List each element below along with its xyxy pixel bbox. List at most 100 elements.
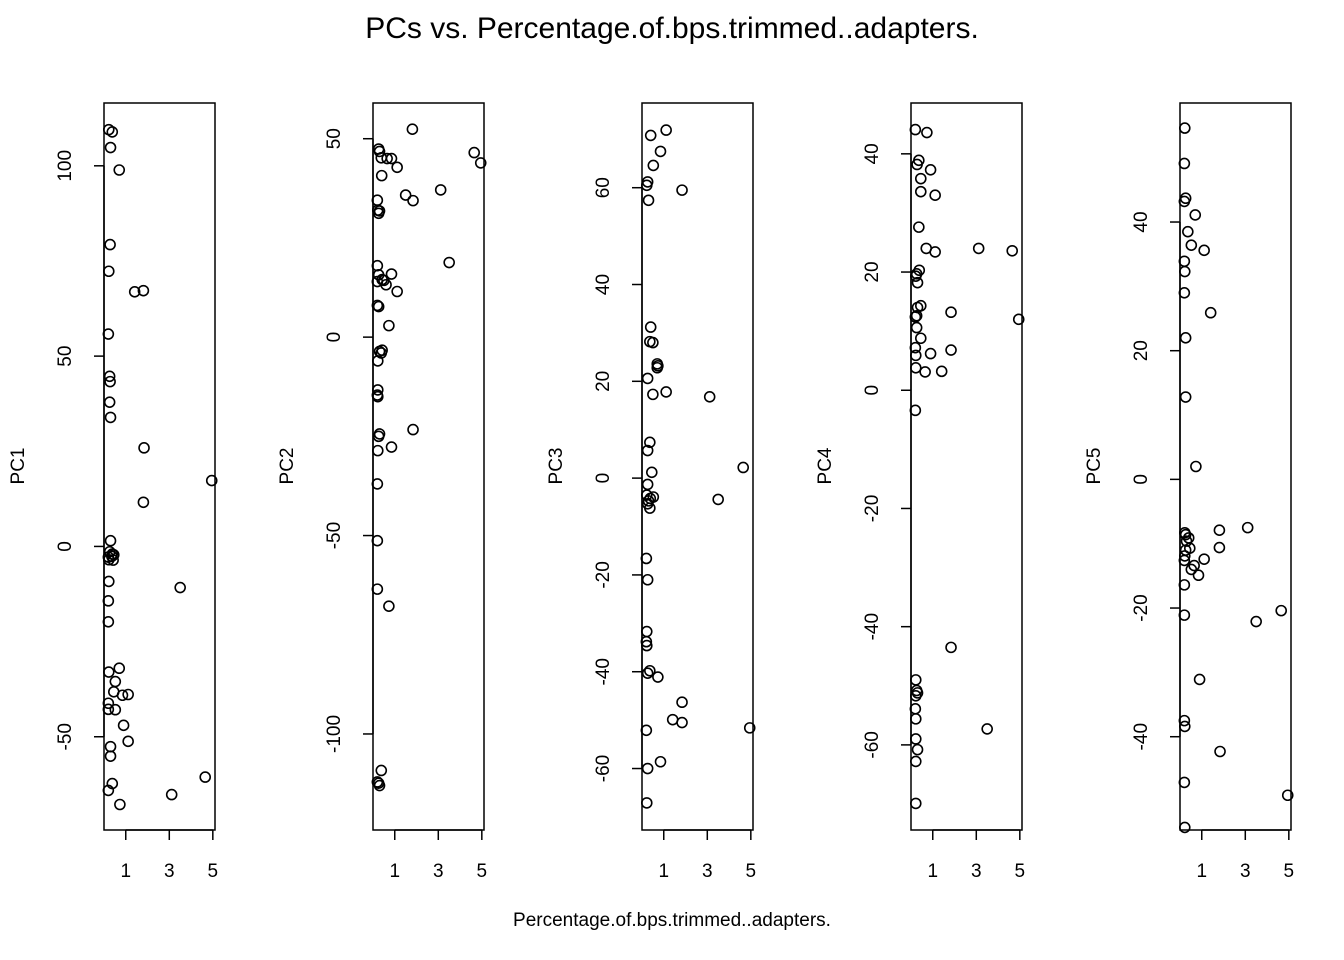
data-point	[113, 662, 126, 675]
data-point	[1241, 521, 1254, 534]
y-tick-label: 50	[324, 128, 345, 149]
x-tick-label: 5	[1015, 861, 1026, 882]
data-point	[1178, 157, 1191, 170]
data-point	[109, 703, 122, 716]
data-point	[375, 764, 388, 777]
data-point	[945, 344, 957, 356]
data-point	[372, 430, 385, 443]
data-point	[138, 442, 150, 454]
data-point	[137, 284, 150, 297]
data-point	[945, 641, 957, 654]
data-point	[909, 270, 922, 282]
y-tick-label: 0	[862, 385, 883, 396]
data-point	[371, 534, 384, 547]
data-point	[443, 256, 455, 269]
data-point	[647, 336, 659, 349]
data-point	[1178, 776, 1191, 789]
data-point	[640, 797, 653, 809]
data-point	[372, 207, 385, 220]
data-point	[373, 145, 386, 158]
y-tick-label: 0	[593, 473, 614, 484]
data-point	[373, 779, 386, 792]
x-tick-label: 1	[927, 861, 938, 882]
data-point	[371, 478, 384, 490]
data-point	[1193, 673, 1206, 686]
y-axis-label: PC2	[277, 448, 298, 485]
data-point	[375, 169, 388, 182]
y-tick-label: -20	[1131, 594, 1152, 621]
x-tick-label: 5	[477, 861, 488, 882]
data-point	[1006, 244, 1019, 257]
data-point	[924, 347, 937, 360]
data-point	[1178, 195, 1191, 208]
y-tick-label: 0	[324, 332, 345, 343]
y-axis-label: PC4	[815, 447, 836, 484]
y-tick-label: -20	[862, 495, 883, 522]
y-tick-label: 0	[55, 541, 76, 552]
data-point	[372, 300, 385, 313]
data-point	[114, 798, 126, 811]
y-tick-label: 40	[1131, 211, 1152, 232]
data-point	[641, 444, 654, 457]
y-axis-label: PC3	[546, 448, 567, 485]
data-point	[1178, 286, 1191, 299]
x-tick-label: 5	[746, 861, 757, 882]
data-point	[165, 788, 178, 801]
data-point	[102, 703, 115, 716]
data-point	[1190, 460, 1202, 473]
x-axis-label: Percentage.of.bps.trimmed..adapters.	[513, 910, 831, 931]
data-point	[407, 194, 419, 207]
data-point	[380, 278, 392, 291]
data-point	[640, 625, 653, 638]
data-point	[385, 441, 398, 453]
data-point	[910, 309, 923, 322]
data-point	[924, 163, 937, 176]
y-tick-label: -100	[324, 715, 345, 753]
x-tick-label: 3	[1240, 861, 1251, 882]
data-point	[660, 124, 672, 136]
data-point	[406, 123, 419, 135]
y-tick-label: 20	[862, 261, 883, 282]
data-point	[909, 404, 922, 417]
y-tick-label: 60	[593, 177, 614, 198]
x-tick-label: 5	[208, 861, 219, 882]
data-point	[385, 152, 398, 165]
data-point	[919, 366, 931, 378]
data-point	[1178, 550, 1191, 562]
data-point	[644, 502, 656, 514]
data-point	[644, 321, 657, 333]
data-point	[137, 496, 150, 509]
y-tick-label: -50	[324, 522, 345, 549]
data-point	[972, 242, 985, 255]
panel-5: 1 3 5 -40 -20 0 20 40 PC5	[1084, 102, 1294, 882]
data-point	[676, 716, 688, 729]
y-tick-label: -40	[593, 658, 614, 685]
data-point	[1179, 332, 1192, 344]
data-point	[205, 474, 218, 487]
data-point	[1213, 541, 1226, 554]
data-point	[660, 386, 672, 398]
data-point	[914, 172, 927, 185]
data-point	[1179, 391, 1192, 403]
panel-4: 1 3 5 -60 -40 -20 0 20 40 PC4	[815, 102, 1026, 882]
data-point	[640, 489, 653, 501]
data-point	[104, 750, 117, 762]
data-point	[371, 384, 384, 396]
data-point	[1180, 535, 1193, 547]
x-tick-label: 3	[433, 861, 444, 882]
data-point	[676, 184, 688, 196]
y-tick-label: 40	[862, 143, 883, 164]
data-point	[104, 375, 116, 388]
data-point	[474, 157, 487, 169]
panel-3: 1 3 5 -60 -40 -20 0 20 40 60 PC3	[546, 102, 757, 882]
x-tick-label: 1	[1196, 861, 1207, 882]
y-tick-label: -40	[1131, 723, 1152, 750]
data-point	[1012, 313, 1025, 326]
chart-title: PCs vs. Percentage.of.bps.trimmed..adapt…	[365, 12, 979, 45]
data-point	[383, 319, 395, 332]
data-point	[102, 697, 115, 710]
data-point	[113, 164, 126, 176]
data-point	[911, 276, 924, 289]
data-point	[104, 141, 117, 154]
data-point	[385, 268, 398, 280]
